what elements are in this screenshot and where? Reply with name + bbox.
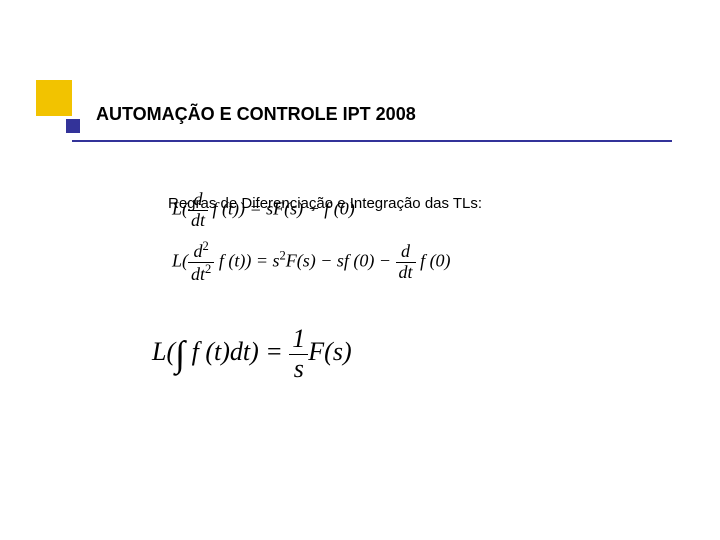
equation-2: L(d2dt2 f (t)) = s2F(s) − sf (0) − ddt f… bbox=[172, 240, 451, 285]
eq2-fraction-2: ddt bbox=[396, 242, 416, 283]
eq2-sup1b: 2 bbox=[205, 262, 211, 276]
integral-icon: ∫ bbox=[175, 334, 185, 374]
accent-small-square bbox=[66, 119, 80, 133]
eq3-fraction: 1s bbox=[289, 325, 308, 383]
slide-subtitle: Regras de Diferenciação e Integração das… bbox=[168, 195, 482, 212]
slide: AUTOMAÇÃO E CONTROLE IPT 2008 Regras de … bbox=[0, 0, 720, 540]
eq2-f1-den: dt2 bbox=[188, 263, 214, 285]
eq2-fraction-1: d2dt2 bbox=[188, 240, 214, 285]
accent-square bbox=[36, 80, 72, 116]
slide-title: AUTOMAÇÃO E CONTROLE IPT 2008 bbox=[96, 104, 416, 125]
eq2-prefix: L( bbox=[172, 250, 188, 270]
eq3-func: f (t)dt) = bbox=[185, 337, 289, 366]
eq2-mid: f (t)) = s bbox=[214, 250, 279, 270]
equation-3: L(∫ f (t)dt) = 1sF(s) bbox=[152, 325, 352, 383]
eq3-den: s bbox=[289, 355, 308, 384]
eq3-prefix: L( bbox=[152, 337, 175, 366]
title-underline bbox=[72, 140, 672, 142]
eq2-f2-den: dt bbox=[396, 263, 416, 283]
eq1-den: dt bbox=[188, 211, 208, 231]
eq2-tail: f (0) bbox=[416, 250, 451, 270]
eq2-f1-num: d2 bbox=[188, 240, 214, 263]
eq2-f2-num: d bbox=[396, 242, 416, 263]
eq3-num: 1 bbox=[289, 325, 308, 355]
eq3-tail: F(s) bbox=[308, 337, 351, 366]
eq2-mid2: F(s) − sf (0) − bbox=[286, 250, 396, 270]
eq2-sup1: 2 bbox=[203, 239, 209, 253]
